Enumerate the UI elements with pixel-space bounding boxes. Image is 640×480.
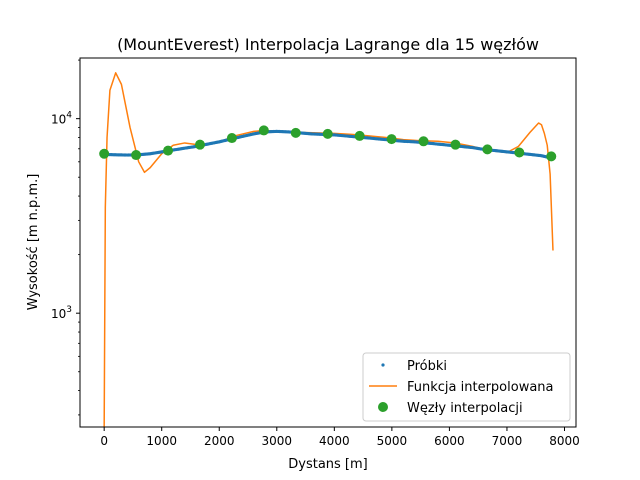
interpolation-node — [163, 145, 174, 156]
legend-label-probki: Próbki — [407, 359, 447, 374]
plot-frame — [79, 57, 577, 428]
interpolation-node — [546, 151, 557, 162]
interpolation-node — [514, 147, 525, 158]
chart-title: (MountEverest) Interpolacja Lagrange dla… — [117, 35, 539, 54]
interpolation-node — [194, 139, 205, 150]
interpolation-node — [290, 127, 301, 138]
legend-marker-probki — [381, 363, 385, 367]
ticks-layer: 0 1000 2000 3000 4000 5000 6000 7000 8000 103 104 — [51, 59, 580, 448]
x-tick-label: 1000 — [146, 434, 177, 448]
x-tick-label: 5000 — [377, 434, 408, 448]
interpolation-node — [354, 130, 365, 141]
x-axis-label: Dystans [m] — [288, 457, 368, 472]
legend-label-wezly: Węzły interpolacji — [407, 401, 523, 416]
y-tick-label: 104 — [51, 111, 72, 127]
interpolation-node — [482, 144, 493, 155]
legend-box — [362, 352, 571, 422]
legend-marker-wezly — [378, 402, 388, 412]
x-tick-label: 8000 — [549, 434, 580, 448]
x-tick-label: 0 — [100, 434, 108, 448]
interpolation-node — [99, 148, 110, 159]
interpolation-node — [322, 128, 333, 139]
legend-label-interpolowana: Funkcja interpolowana — [407, 380, 554, 395]
y-tick-label: 103 — [51, 305, 72, 321]
interpolation-node — [131, 150, 142, 161]
legend: Próbki Funkcja interpolowana Węzły inter… — [362, 352, 571, 422]
x-tick-label: 3000 — [262, 434, 293, 448]
series-layer — [99, 72, 557, 427]
y-axis-label: Wysokość [m n.p.m.] — [26, 174, 41, 311]
interpolation-node — [386, 134, 397, 145]
x-tick-label: 6000 — [434, 434, 465, 448]
interpolation-node — [450, 139, 461, 150]
interpolation-node — [418, 136, 429, 147]
interpolation-node — [258, 125, 269, 136]
x-tick-label: 4000 — [319, 434, 350, 448]
x-tick-label: 2000 — [204, 434, 235, 448]
interpolation-node — [226, 133, 237, 144]
x-tick-label: 7000 — [492, 434, 523, 448]
